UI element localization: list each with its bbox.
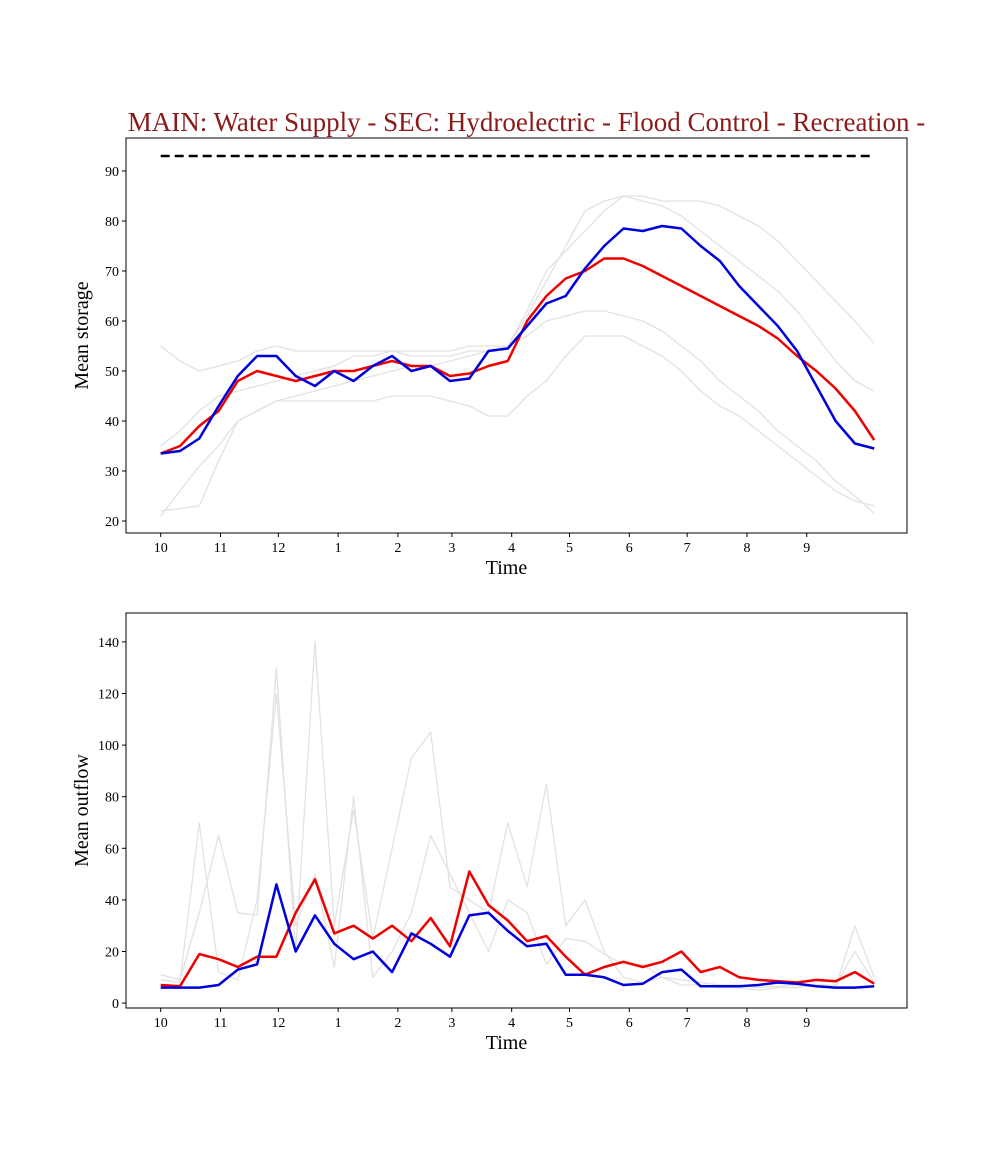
x-tick-label: 6 (626, 541, 633, 556)
y-tick-label: 40 (105, 894, 119, 909)
x-tick-label: 7 (684, 1016, 691, 1031)
y-tick-label: 30 (105, 465, 119, 480)
x-tick-label: 8 (743, 1016, 750, 1031)
x-tick-label: 2 (394, 1016, 401, 1031)
x-tick-label: 12 (271, 541, 285, 556)
x-tick-label: 12 (271, 1016, 285, 1031)
x-tick-label: 6 (626, 1016, 633, 1031)
series-line (160, 195, 875, 372)
x-tick-label: 7 (684, 541, 691, 556)
series-line (160, 224, 875, 455)
y-axis-label: Mean storage (71, 281, 93, 389)
x-tick-label: 9 (803, 541, 810, 556)
series-line (160, 883, 875, 989)
x-tick-label: 4 (508, 541, 515, 556)
y-tick-label: 60 (105, 315, 119, 330)
x-axis-label: Time (486, 557, 528, 579)
x-tick-label: 8 (743, 541, 750, 556)
chart-title: MAIN: Water Supply - SEC: Hydroelectric … (128, 107, 925, 137)
y-tick-label: 70 (105, 265, 119, 280)
x-tick-label: 5 (566, 541, 573, 556)
x-tick-label: 5 (566, 1016, 573, 1031)
x-tick-label: 4 (508, 1016, 515, 1031)
y-tick-label: 0 (112, 997, 119, 1012)
y-tick-label: 100 (98, 739, 119, 754)
y-tick-label: 120 (98, 687, 119, 702)
plot-frame (125, 612, 908, 1009)
y-tick-label: 20 (105, 945, 119, 960)
series-line (160, 195, 875, 447)
series-line (160, 257, 876, 455)
y-tick-label: 90 (105, 165, 119, 180)
y-axis-label: Mean outflow (71, 754, 93, 867)
x-tick-label: 1 (335, 541, 342, 556)
x-axis-label: Time (486, 1032, 528, 1054)
x-tick-label: 1 (335, 1016, 342, 1031)
y-tick-label: 50 (105, 365, 119, 380)
series-line (160, 692, 875, 989)
y-tick-label: 140 (98, 636, 119, 651)
x-tick-label: 11 (214, 1016, 227, 1031)
series-line (160, 641, 875, 991)
y-tick-label: 80 (105, 215, 119, 230)
x-tick-label: 10 (154, 1016, 168, 1031)
plot-frame (125, 137, 908, 534)
y-tick-label: 80 (105, 791, 119, 806)
series-line (160, 335, 875, 517)
x-tick-label: 11 (214, 541, 227, 556)
series-line (160, 870, 875, 988)
y-tick-label: 20 (105, 515, 119, 530)
x-tick-label: 2 (394, 541, 401, 556)
x-tick-label: 3 (448, 1016, 455, 1031)
y-tick-label: 60 (105, 842, 119, 857)
y-tick-label: 40 (105, 415, 119, 430)
x-tick-label: 3 (448, 541, 455, 556)
x-tick-label: 10 (154, 541, 168, 556)
x-tick-label: 9 (803, 1016, 810, 1031)
